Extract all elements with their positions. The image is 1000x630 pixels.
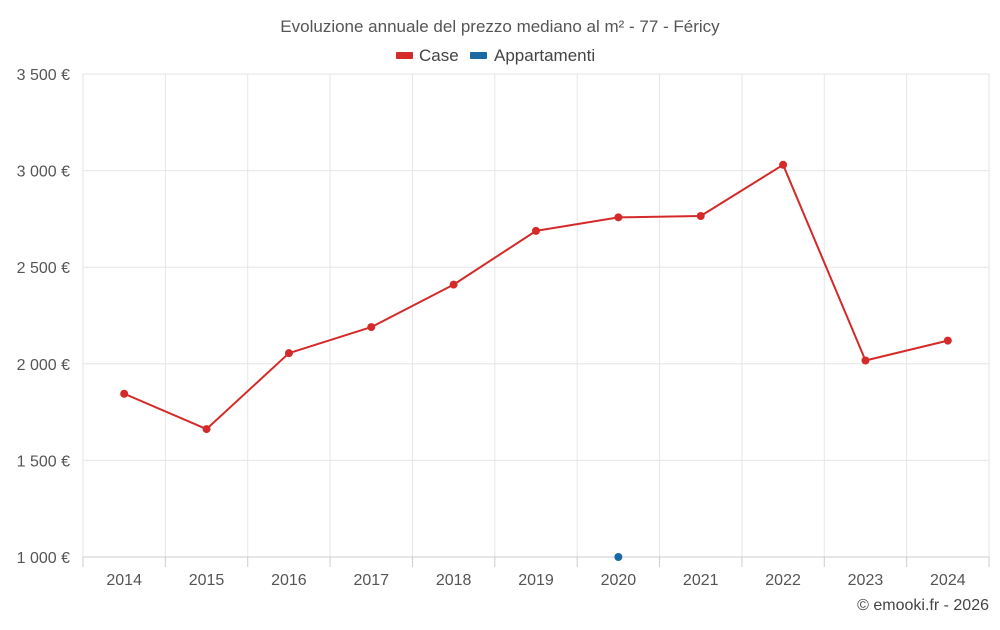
legend-swatch-case [396, 52, 413, 59]
x-tick-label: 2017 [353, 572, 389, 589]
x-gridlines [82, 74, 990, 557]
y-tick-label: 1 000 € [17, 550, 70, 567]
legend-label-case: Case [419, 46, 459, 65]
legend-swatch-appartamenti [470, 52, 487, 59]
x-tick-label: 2016 [271, 572, 307, 589]
y-tick-label: 2 500 € [17, 260, 70, 277]
y-tick-label: 3 000 € [17, 164, 70, 181]
series-layer [120, 160, 952, 561]
credit-text: © emooki.fr - 2026 [857, 597, 989, 614]
x-tick-label: 2024 [930, 572, 966, 589]
x-tick-label: 2021 [683, 572, 719, 589]
legend-item-appartamenti[interactable]: Appartamenti [470, 46, 595, 65]
data-point-case-2015[interactable] [202, 425, 211, 434]
legend: Case Appartamenti [396, 46, 595, 65]
data-point-case-2024[interactable] [943, 336, 952, 345]
y-axis: 1 000 € 1 500 € 2 000 € 2 500 € 3 000 € 3 500… [17, 67, 70, 567]
data-point-case-2020[interactable] [614, 213, 623, 222]
x-tick-label: 2023 [848, 572, 884, 589]
data-point-case-2014[interactable] [120, 389, 129, 398]
series-case [120, 160, 952, 434]
x-tick-label: 2022 [765, 572, 801, 589]
data-point-case-2017[interactable] [367, 323, 376, 332]
legend-item-case[interactable]: Case [396, 46, 459, 65]
series-appartamenti [614, 553, 623, 561]
y-gridlines [83, 73, 989, 558]
data-point-case-2023[interactable] [861, 356, 870, 365]
y-tick-label: 2 000 € [17, 357, 70, 374]
y-tick-label: 3 500 € [17, 67, 70, 84]
data-point-case-2021[interactable] [696, 212, 705, 221]
x-axis: 2014 2015 2016 2017 2018 2019 2020 2021 2022 2023… [82, 556, 990, 589]
x-tick-label: 2019 [518, 572, 554, 589]
legend-label-appartamenti: Appartamenti [494, 46, 595, 65]
chart-title: Evoluzione annuale del prezzo mediano al… [280, 17, 720, 36]
y-tick-label: 1 500 € [17, 453, 70, 470]
data-point-case-2019[interactable] [532, 226, 540, 235]
data-point-case-2022[interactable] [779, 160, 788, 169]
data-point-appartamenti-2020[interactable] [614, 553, 623, 561]
data-point-case-2018[interactable] [449, 280, 458, 289]
x-tick-label: 2014 [106, 572, 142, 589]
x-tick-label: 2015 [189, 572, 225, 589]
data-point-case-2016[interactable] [284, 349, 293, 358]
x-tick-label: 2018 [436, 572, 472, 589]
x-tick-label: 2020 [601, 572, 637, 589]
